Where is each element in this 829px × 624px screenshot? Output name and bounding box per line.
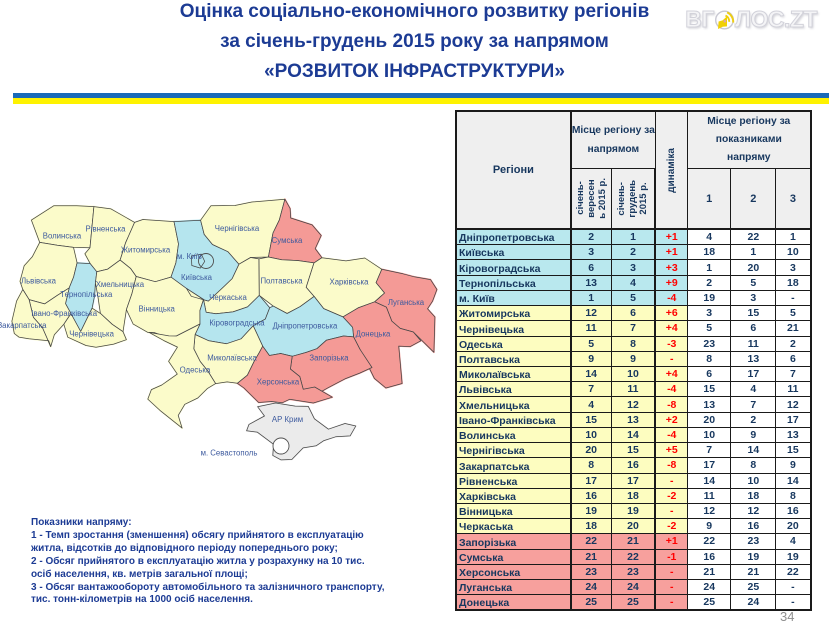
svg-text:м. Київ: м. Київ <box>177 252 202 261</box>
svg-text:Київська: Київська <box>181 273 213 282</box>
svg-text:Львівська: Львівська <box>21 277 57 286</box>
svg-text:м. Севастополь: м. Севастополь <box>201 449 258 458</box>
svg-text:Чернігівська: Чернігівська <box>215 224 260 233</box>
svg-text:Дніпропетровська: Дніпропетровська <box>273 322 338 331</box>
svg-text:Житомирська: Житомирська <box>121 245 171 254</box>
svg-text:Запорізька: Запорізька <box>309 354 349 363</box>
svg-text:Полтавська: Полтавська <box>260 276 303 285</box>
svg-text:Кіровоградська: Кіровоградська <box>209 319 265 328</box>
svg-text:Закарпатська: Закарпатська <box>0 321 47 330</box>
svg-text:Хмельницька: Хмельницька <box>96 280 145 289</box>
svg-text:Вінницька: Вінницька <box>139 305 176 314</box>
svg-text:Рівненська: Рівненська <box>86 225 127 234</box>
svg-text:Івано-Франківська: Івано-Франківська <box>31 309 97 318</box>
svg-text:Харківська: Харківська <box>330 278 370 287</box>
svg-text:Тернопільська: Тернопільська <box>60 290 113 299</box>
svg-text:Сумська: Сумська <box>272 236 303 245</box>
svg-text:Одеська: Одеська <box>180 365 211 374</box>
svg-text:АР Крим: АР Крим <box>272 415 303 424</box>
svg-text:Миколаївська: Миколаївська <box>207 354 257 363</box>
svg-text:Чернівецька: Чернівецька <box>69 330 114 339</box>
svg-text:Волинська: Волинська <box>43 232 82 241</box>
svg-text:Донецька: Донецька <box>356 330 391 339</box>
svg-text:Луганська: Луганська <box>388 298 425 307</box>
svg-text:Херсонська: Херсонська <box>257 378 300 387</box>
svg-text:Черкаська: Черкаська <box>209 293 247 302</box>
